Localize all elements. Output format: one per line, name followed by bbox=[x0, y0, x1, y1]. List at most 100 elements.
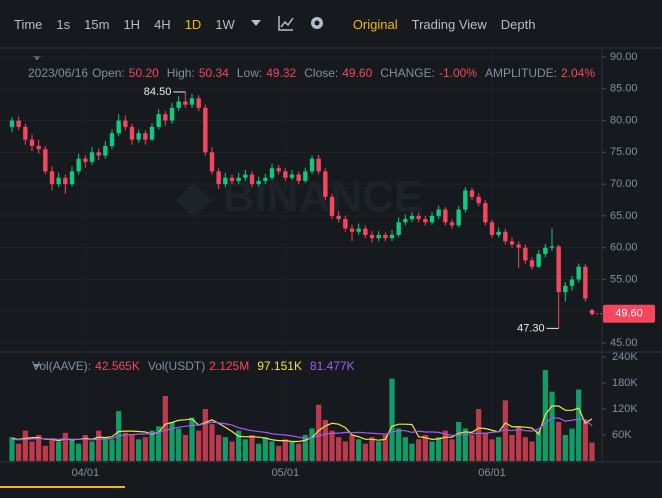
volume-bar bbox=[282, 439, 288, 461]
field-label: Close: bbox=[304, 66, 339, 80]
volume-bar bbox=[9, 437, 15, 461]
candle-body bbox=[143, 133, 148, 140]
field-label: Open: bbox=[92, 66, 125, 80]
volume-bar bbox=[376, 441, 382, 461]
candle-body bbox=[116, 120, 121, 134]
volume-bar bbox=[202, 409, 208, 461]
volume-bar bbox=[142, 437, 148, 461]
field-label: CHANGE: bbox=[380, 66, 435, 80]
candle-body bbox=[503, 231, 508, 242]
candle-body bbox=[329, 196, 335, 216]
interval-button[interactable]: Time bbox=[14, 16, 43, 32]
candle-body bbox=[376, 234, 381, 239]
field-value: 50.20 bbox=[128, 66, 159, 80]
volume-bar bbox=[422, 435, 428, 461]
candle-body bbox=[49, 171, 55, 185]
volume-bar bbox=[342, 441, 348, 461]
interval-button[interactable]: 15m bbox=[84, 16, 110, 32]
candle-body bbox=[516, 244, 521, 248]
volume-bar bbox=[236, 430, 242, 461]
y-tick-label: 60.00 bbox=[610, 242, 638, 254]
volume-bar bbox=[56, 441, 62, 461]
volume-bar bbox=[176, 428, 182, 461]
interval-button[interactable]: 1s bbox=[56, 16, 71, 32]
candle-body bbox=[543, 247, 548, 255]
view-button[interactable]: Original bbox=[352, 16, 398, 32]
volume-bar bbox=[429, 441, 435, 461]
interval-button[interactable]: 1H bbox=[123, 16, 141, 32]
candle-body bbox=[476, 196, 481, 204]
volume-bar bbox=[16, 443, 22, 461]
volume-bar bbox=[502, 400, 508, 461]
volume-bar bbox=[496, 437, 502, 461]
y-tick-label: 80.00 bbox=[610, 114, 638, 126]
last-price-tag bbox=[603, 304, 655, 323]
volume-bar bbox=[589, 442, 595, 461]
icons[interactable] bbox=[249, 14, 339, 32]
view-button[interactable]: Trading View bbox=[411, 16, 487, 32]
interval-button[interactable]: 1W bbox=[215, 16, 235, 32]
candle-body bbox=[189, 98, 195, 105]
field-value: 49.60 bbox=[342, 66, 373, 80]
volume-bar bbox=[162, 396, 168, 461]
candle-body bbox=[249, 174, 255, 185]
vol-value: 2.125M bbox=[209, 359, 250, 373]
volume-bar bbox=[396, 428, 402, 461]
toolbar-icons[interactable] bbox=[249, 14, 339, 35]
candle-body bbox=[483, 203, 488, 223]
collapse-icon[interactable] bbox=[33, 364, 41, 368]
volume-bar bbox=[29, 441, 35, 461]
volume-bar bbox=[216, 435, 222, 461]
y-tick-label: 85.00 bbox=[610, 83, 638, 95]
interval-button[interactable]: 4H bbox=[154, 16, 171, 32]
field-value: 50.34 bbox=[198, 66, 229, 80]
candle-body bbox=[409, 215, 415, 220]
volume-bar bbox=[462, 428, 468, 461]
toolbar: Time 1s 15m 1H 4H 1D 1W Original Trading View Dep… bbox=[0, 0, 662, 48]
candle-body bbox=[269, 168, 275, 178]
vol-tick-label: 240K bbox=[612, 351, 638, 363]
candle-body bbox=[9, 120, 15, 127]
candle-body bbox=[429, 215, 435, 223]
volume-bar bbox=[309, 428, 315, 461]
volume-bar bbox=[289, 441, 295, 461]
volume-bar bbox=[209, 424, 215, 461]
view-button[interactable]: Depth bbox=[500, 16, 536, 32]
candle-body bbox=[109, 133, 115, 146]
volume-bar bbox=[169, 422, 175, 461]
y-tick-label: 90.00 bbox=[610, 51, 638, 63]
interval-button[interactable]: 1D bbox=[184, 16, 202, 32]
volume-bar bbox=[442, 430, 448, 461]
field-value: 49.32 bbox=[266, 66, 297, 80]
volume-bar bbox=[362, 443, 368, 461]
date: 2023/06/16 bbox=[28, 66, 89, 80]
candle-body bbox=[496, 231, 501, 235]
volume-bar bbox=[449, 439, 455, 461]
candle-body bbox=[303, 171, 308, 181]
vol-value: 42.565K bbox=[95, 359, 140, 373]
volume-bar bbox=[69, 439, 75, 461]
volume-bar bbox=[196, 430, 202, 461]
volume-bar bbox=[336, 437, 342, 461]
candle-body bbox=[156, 114, 161, 127]
candle-body bbox=[63, 177, 68, 185]
candle-body bbox=[123, 120, 128, 127]
candle-body bbox=[16, 120, 21, 127]
candle-body bbox=[103, 145, 108, 156]
candle-body bbox=[583, 266, 588, 299]
candle-body bbox=[456, 209, 461, 226]
volume-bar bbox=[262, 437, 268, 461]
volume-bar bbox=[416, 439, 422, 461]
volume-bar bbox=[49, 439, 55, 461]
volume-bar bbox=[129, 435, 135, 461]
vol-label: Vol(USDT) bbox=[147, 359, 206, 373]
volume-bar bbox=[249, 435, 255, 461]
candle-body bbox=[296, 174, 301, 181]
ohlc-header: 2023/06/16 Open: 50.20 High: 50.34 Low: 49.32 C… bbox=[28, 66, 599, 80]
volume-bar bbox=[436, 437, 442, 461]
volume-bar bbox=[522, 437, 528, 461]
y-tick-label: 70.00 bbox=[610, 178, 638, 190]
candle-body bbox=[23, 126, 28, 140]
candle-body bbox=[389, 234, 395, 239]
